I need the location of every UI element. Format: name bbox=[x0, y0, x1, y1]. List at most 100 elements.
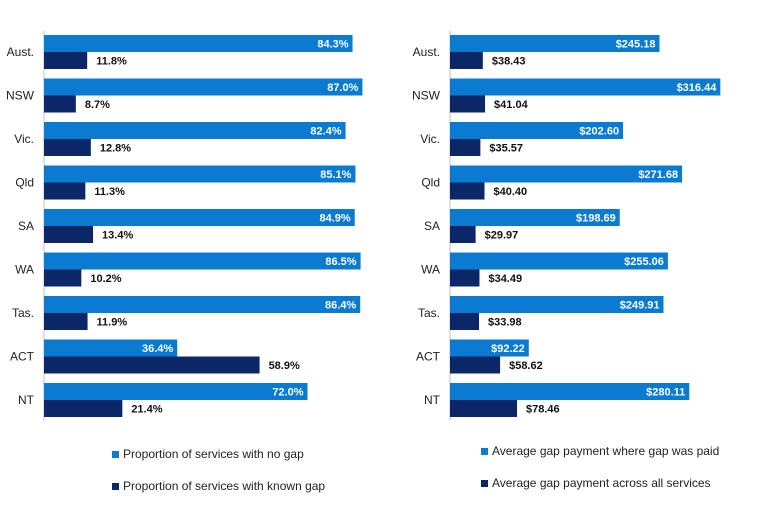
legend-left-series-1: Proportion of services with no gap bbox=[112, 447, 304, 461]
data-label: $316.44 bbox=[677, 82, 718, 94]
legend-left-series-2: Proportion of services with known gap bbox=[112, 479, 325, 493]
data-label: 58.9% bbox=[269, 360, 300, 372]
bar-series-1 bbox=[44, 122, 346, 139]
data-label: $40.40 bbox=[494, 186, 528, 198]
data-label: 85.1% bbox=[320, 169, 351, 181]
category-label: SA bbox=[424, 219, 440, 233]
category-label: NSW bbox=[6, 89, 35, 103]
data-label: $271.68 bbox=[638, 169, 678, 181]
data-label: 8.7% bbox=[85, 99, 110, 111]
category-label: Vic. bbox=[420, 132, 440, 146]
bar-series-1 bbox=[44, 339, 178, 357]
bar-series-1 bbox=[450, 252, 668, 270]
bar-series-2 bbox=[44, 400, 123, 417]
bar-series-1 bbox=[450, 35, 660, 52]
category-label: Vic. bbox=[14, 132, 34, 146]
category-label: Qld bbox=[421, 176, 440, 190]
bar-series-2 bbox=[44, 269, 82, 287]
bar-series-1 bbox=[450, 209, 620, 226]
category-label: NT bbox=[424, 393, 441, 407]
data-label: $249.91 bbox=[620, 300, 660, 312]
data-label: 72.0% bbox=[272, 387, 303, 399]
legend-swatch bbox=[112, 450, 119, 458]
data-label: 86.5% bbox=[325, 256, 356, 268]
data-label: $255.06 bbox=[624, 256, 664, 268]
category-label: Aust. bbox=[7, 45, 34, 59]
data-label: $41.04 bbox=[494, 99, 529, 111]
bar-series-2 bbox=[450, 182, 485, 200]
bar-series-2 bbox=[450, 356, 501, 374]
bar-series-2 bbox=[44, 182, 86, 200]
data-label: $34.49 bbox=[488, 273, 522, 285]
data-label: 86.4% bbox=[325, 300, 356, 312]
legend-label: Average gap payment where gap was paid bbox=[492, 444, 720, 458]
data-label: 21.4% bbox=[131, 404, 162, 416]
bar-series-2 bbox=[450, 269, 480, 287]
data-label: 36.4% bbox=[142, 343, 173, 355]
chart-panel-1: Aust. 84.3% 11.8% NSW 87.0% 8.7% Vic. 82.4% 12.8… bbox=[6, 31, 363, 421]
category-label: Aust. bbox=[413, 45, 440, 59]
data-label: $198.69 bbox=[576, 213, 616, 225]
bar-series-2 bbox=[44, 356, 260, 374]
bar-series-2 bbox=[450, 226, 476, 243]
legend-right-series-2: Average gap payment across all services bbox=[481, 476, 711, 490]
data-label: $38.43 bbox=[492, 56, 526, 68]
data-label: $35.57 bbox=[489, 143, 523, 155]
legend-right-series-1: Average gap payment where gap was paid bbox=[481, 444, 719, 458]
bar-series-2 bbox=[450, 400, 518, 417]
bar-series-1 bbox=[44, 35, 353, 52]
bar-series-1 bbox=[44, 209, 355, 226]
data-label: 12.8% bbox=[100, 143, 131, 155]
legend-label: Proportion of services with no gap bbox=[123, 447, 304, 461]
bar-series-1 bbox=[450, 296, 664, 313]
data-label: $78.46 bbox=[526, 404, 560, 416]
bar-series-2 bbox=[450, 139, 481, 156]
legend-swatch bbox=[481, 479, 488, 487]
data-label: $245.18 bbox=[616, 39, 656, 51]
category-label: ACT bbox=[416, 350, 441, 364]
category-label: Qld bbox=[15, 176, 34, 190]
bar-series-1 bbox=[450, 122, 624, 139]
data-label: 13.4% bbox=[102, 230, 133, 242]
bar-series-1 bbox=[450, 78, 721, 96]
data-label: 11.9% bbox=[97, 317, 128, 329]
bar-series-2 bbox=[450, 95, 486, 113]
bar-series-1 bbox=[450, 383, 690, 400]
data-label: 82.4% bbox=[310, 126, 341, 138]
category-label: NSW bbox=[412, 89, 441, 103]
data-label: $58.62 bbox=[509, 360, 543, 372]
bar-series-1 bbox=[44, 296, 361, 313]
bar-series-2 bbox=[44, 313, 88, 330]
bar-series-1 bbox=[44, 383, 308, 400]
data-label: 84.3% bbox=[317, 39, 348, 51]
data-label: 11.8% bbox=[96, 56, 127, 68]
legend-label: Proportion of services with known gap bbox=[123, 479, 326, 493]
data-label: 87.0% bbox=[327, 82, 358, 94]
bar-series-1 bbox=[450, 165, 683, 183]
bar-series-1 bbox=[450, 339, 529, 357]
data-label: $92.22 bbox=[491, 343, 525, 355]
data-label: $280.11 bbox=[646, 387, 685, 399]
bar-series-1 bbox=[44, 252, 361, 270]
category-label: WA bbox=[15, 263, 34, 277]
data-label: $202.60 bbox=[579, 126, 619, 138]
bar-series-1 bbox=[44, 78, 363, 96]
category-label: Tas. bbox=[12, 306, 34, 320]
bar-series-2 bbox=[44, 95, 76, 113]
bar-series-2 bbox=[44, 52, 88, 69]
category-label: ACT bbox=[10, 350, 35, 364]
data-label: 84.9% bbox=[320, 213, 351, 225]
bar-series-2 bbox=[44, 139, 91, 156]
bar-series-2 bbox=[44, 226, 94, 243]
category-label: SA bbox=[18, 219, 34, 233]
legend-label: Average gap payment across all services bbox=[492, 476, 711, 490]
data-label: 10.2% bbox=[90, 273, 121, 285]
data-label: $29.97 bbox=[485, 230, 519, 242]
category-label: WA bbox=[421, 263, 440, 277]
category-label: NT bbox=[18, 393, 35, 407]
legend-swatch bbox=[481, 447, 488, 455]
legend-swatch bbox=[112, 482, 119, 490]
chart-panel-2: Aust. $245.18 $38.43 NSW $316.44 $41.04 Vic. $2… bbox=[412, 31, 721, 421]
bar-series-1 bbox=[44, 165, 356, 183]
